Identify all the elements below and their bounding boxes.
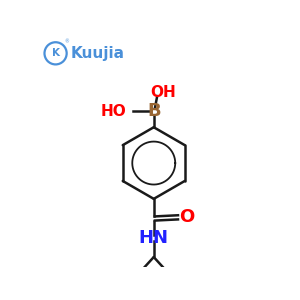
Text: HO: HO (100, 103, 126, 118)
Text: ®: ® (64, 40, 69, 45)
Text: B: B (147, 102, 160, 120)
Text: OH: OH (150, 85, 176, 100)
Text: O: O (179, 208, 194, 226)
Text: K: K (52, 48, 60, 58)
Text: HN: HN (139, 229, 169, 247)
Text: Kuujia: Kuujia (70, 46, 124, 61)
